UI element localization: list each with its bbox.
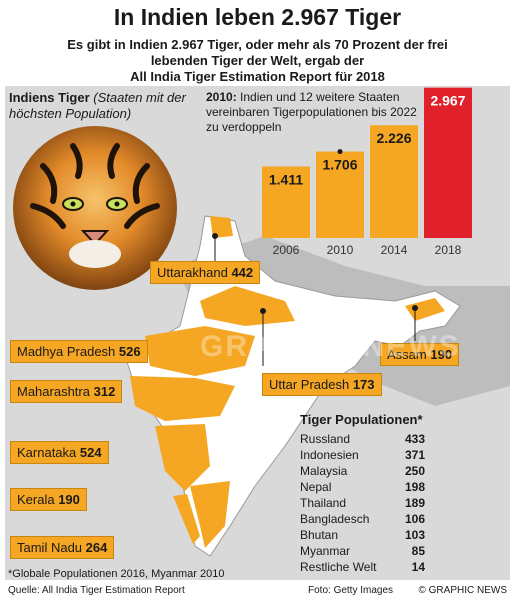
photo-credit: Foto: Getty Images xyxy=(308,585,394,596)
row-value: 106 xyxy=(404,512,425,526)
state-name: Madhya Pradesh xyxy=(17,344,116,359)
state-value: 526 xyxy=(118,344,141,359)
state-uttar-pradesh xyxy=(200,286,295,326)
row-value: 433 xyxy=(404,432,425,446)
state-label-tamil-nadu: Tamil Nadu 264 xyxy=(10,536,115,559)
state-name: Maharashtra xyxy=(17,384,90,399)
source-credit: Quelle: All India Tiger Estimation Repor… xyxy=(8,585,185,596)
row-value: 371 xyxy=(404,448,425,462)
state-label-kerala: Kerala 190 xyxy=(10,488,87,511)
connector-dot-uttarakhand xyxy=(212,233,218,239)
row-name: Russland xyxy=(300,432,351,446)
state-label-assam: Assam 190 xyxy=(380,343,460,366)
state-value: 312 xyxy=(93,384,116,399)
row-name: Myanmar xyxy=(300,544,351,558)
state-label-uttarakhand: Uttarakhand 442 xyxy=(150,261,261,284)
state-karnataka xyxy=(155,424,210,491)
state-madhya-pradesh xyxy=(145,326,255,376)
annotation-bold: 2010: xyxy=(206,90,237,104)
page-title: In Indien leben 2.967 Tiger xyxy=(113,4,402,30)
map-panel-title: Indiens Tiger (Staaten mit der höchsten … xyxy=(9,90,199,122)
state-uttarakhand xyxy=(210,216,233,238)
state-kerala xyxy=(173,494,200,544)
world-table-title: Tiger Populationen* xyxy=(300,412,423,427)
state-name: Assam xyxy=(387,347,427,362)
annotation-text: Indien und 12 weitere Staaten vereinbare… xyxy=(206,90,417,134)
subtitle-line-2: lebenden Tiger der Welt, ergab der xyxy=(150,53,365,68)
annotation-2010: 2010: Indien und 12 weitere Staaten vere… xyxy=(206,90,426,135)
watermark: GRAPHIC NEWS xyxy=(200,330,461,363)
state-name: Uttar Pradesh xyxy=(269,377,350,392)
state-label-karnataka: Karnataka 524 xyxy=(10,441,109,464)
row-name: Restliche Welt xyxy=(300,560,377,574)
connector-dot-uttar-pradesh xyxy=(260,308,266,314)
state-value: 524 xyxy=(79,445,102,460)
row-name: Bangladesch xyxy=(300,512,370,526)
state-value: 264 xyxy=(85,540,108,555)
tiger-photo xyxy=(13,126,177,290)
state-name: Uttarakhand xyxy=(157,265,228,280)
tiger-face-illustration xyxy=(30,143,160,268)
state-value: 442 xyxy=(231,265,254,280)
map-title-italic: (Staaten mit der höchsten Population) xyxy=(9,90,186,121)
row-name: Nepal xyxy=(300,480,332,494)
state-label-madhya-pradesh: Madhya Pradesh 526 xyxy=(10,340,148,363)
row-value: 103 xyxy=(404,528,425,542)
row-name: Bhutan xyxy=(300,528,339,542)
state-value: 190 xyxy=(430,347,453,362)
state-value: 190 xyxy=(58,492,80,507)
subtitle-line-3: All India Tiger Estimation Report für 20… xyxy=(130,69,385,84)
row-value: 14 xyxy=(411,560,425,574)
row-value: 250 xyxy=(404,464,425,478)
footnote: *Globale Populationen 2016, Myanmar 2010 xyxy=(8,568,225,580)
state-label-uttar-pradesh: Uttar Pradesh 173 xyxy=(262,373,382,396)
state-label-maharashtra: Maharashtra 312 xyxy=(10,380,123,403)
connector-dot-assam xyxy=(412,305,418,311)
map-title-bold: Indiens Tiger xyxy=(9,90,90,105)
state-name: Tamil Nadu xyxy=(17,540,83,555)
state-name: Karnataka xyxy=(17,445,77,460)
state-tamil-nadu xyxy=(190,481,230,548)
row-value: 189 xyxy=(404,496,425,510)
state-maharashtra xyxy=(130,376,235,421)
page-subtitle: Es gibt in Indien 2.967 Tiger, oder mehr… xyxy=(20,37,495,85)
state-value: 173 xyxy=(352,377,375,392)
state-name: Kerala xyxy=(17,492,55,507)
subtitle-line-1: Es gibt in Indien 2.967 Tiger, oder mehr… xyxy=(67,37,448,52)
row-value: 85 xyxy=(411,544,425,558)
row-value: 198 xyxy=(404,480,425,494)
row-name: Thailand xyxy=(300,496,347,510)
brand-credit: © GRAPHIC NEWS xyxy=(418,585,508,596)
row-name: Malaysia xyxy=(300,464,348,478)
row-name: Indonesien xyxy=(300,448,359,462)
